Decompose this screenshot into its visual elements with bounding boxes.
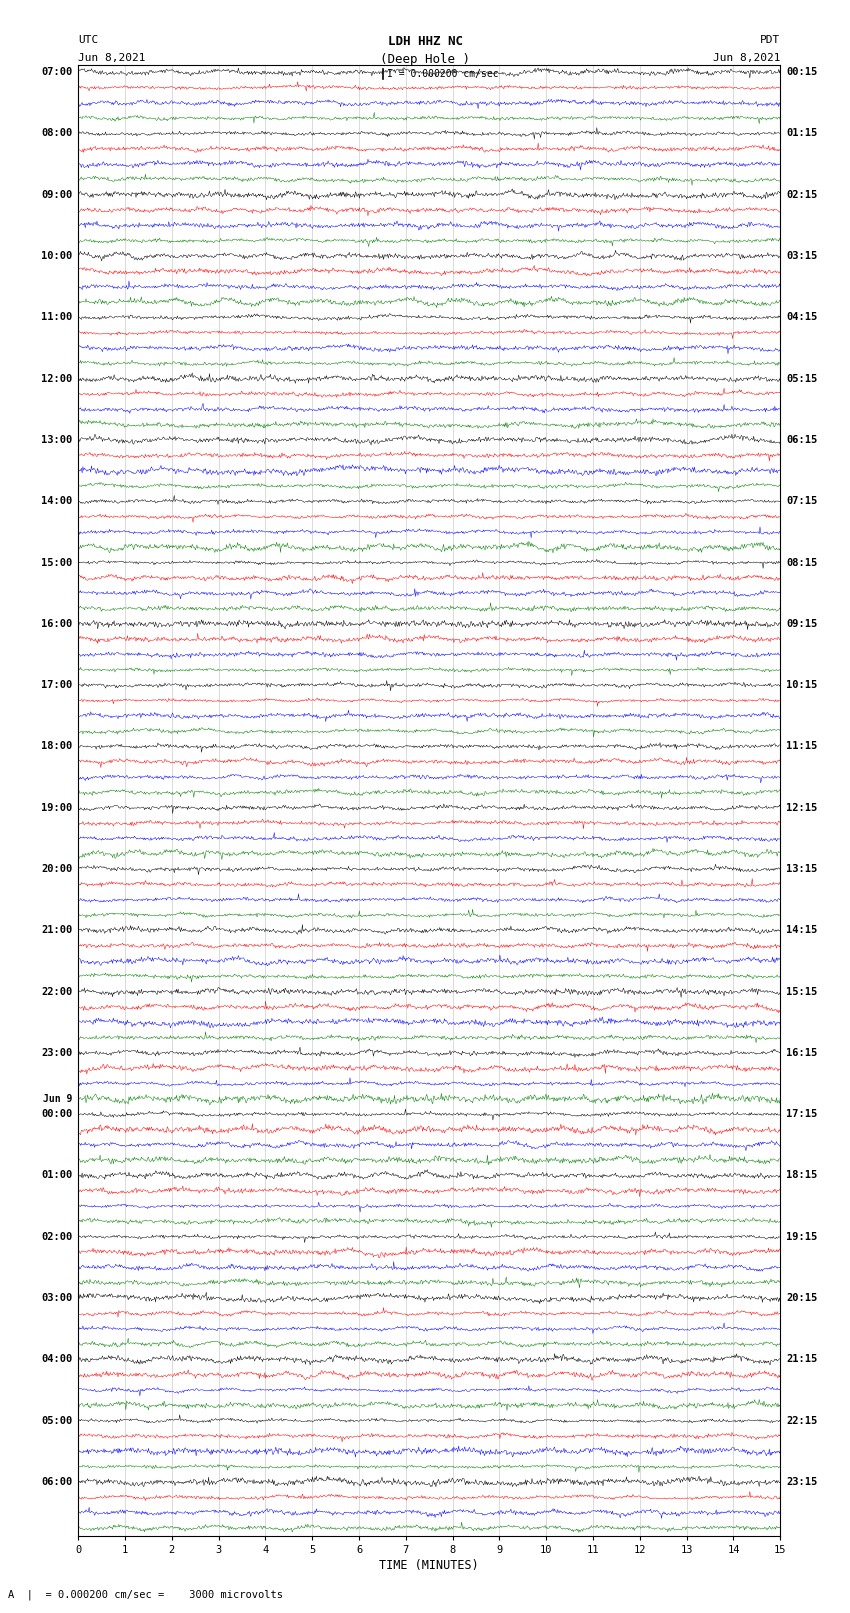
Text: 20:00: 20:00: [42, 865, 72, 874]
Text: 04:00: 04:00: [42, 1355, 72, 1365]
Text: 10:15: 10:15: [786, 681, 817, 690]
Text: 13:15: 13:15: [786, 865, 817, 874]
Text: 10:00: 10:00: [42, 252, 72, 261]
Text: 14:00: 14:00: [42, 497, 72, 506]
Text: 16:00: 16:00: [42, 619, 72, 629]
Text: 05:15: 05:15: [786, 374, 817, 384]
Text: 19:00: 19:00: [42, 803, 72, 813]
Text: 01:15: 01:15: [786, 129, 817, 139]
Text: 07:00: 07:00: [42, 68, 72, 77]
Text: 12:15: 12:15: [786, 803, 817, 813]
Text: 05:00: 05:00: [42, 1416, 72, 1426]
X-axis label: TIME (MINUTES): TIME (MINUTES): [379, 1558, 479, 1571]
Text: 22:15: 22:15: [786, 1416, 817, 1426]
Text: 03:00: 03:00: [42, 1294, 72, 1303]
Text: 06:00: 06:00: [42, 1478, 72, 1487]
Text: 03:15: 03:15: [786, 252, 817, 261]
Text: 18:00: 18:00: [42, 742, 72, 752]
Text: (Deep Hole ): (Deep Hole ): [380, 53, 470, 66]
Text: UTC: UTC: [78, 35, 99, 45]
Text: 17:15: 17:15: [786, 1110, 817, 1119]
Text: Jun 8,2021: Jun 8,2021: [713, 53, 780, 63]
Text: 07:15: 07:15: [786, 497, 817, 506]
Text: 09:15: 09:15: [786, 619, 817, 629]
Text: Jun 9: Jun 9: [43, 1094, 72, 1103]
Text: 20:15: 20:15: [786, 1294, 817, 1303]
Text: 09:00: 09:00: [42, 190, 72, 200]
Text: 04:15: 04:15: [786, 313, 817, 323]
Text: 15:00: 15:00: [42, 558, 72, 568]
Text: 12:00: 12:00: [42, 374, 72, 384]
Text: 21:00: 21:00: [42, 926, 72, 936]
Text: 02:15: 02:15: [786, 190, 817, 200]
Text: I = 0.000200 cm/sec: I = 0.000200 cm/sec: [387, 69, 498, 79]
Text: A  |  = 0.000200 cm/sec =    3000 microvolts: A | = 0.000200 cm/sec = 3000 microvolts: [8, 1589, 284, 1600]
Text: 02:00: 02:00: [42, 1232, 72, 1242]
Text: 13:00: 13:00: [42, 436, 72, 445]
Text: 06:15: 06:15: [786, 436, 817, 445]
Text: 15:15: 15:15: [786, 987, 817, 997]
Text: LDH HHZ NC: LDH HHZ NC: [388, 35, 462, 48]
Text: 08:15: 08:15: [786, 558, 817, 568]
Text: 21:15: 21:15: [786, 1355, 817, 1365]
Text: 23:00: 23:00: [42, 1048, 72, 1058]
Text: 00:00: 00:00: [42, 1110, 72, 1119]
Text: 14:15: 14:15: [786, 926, 817, 936]
Text: 18:15: 18:15: [786, 1171, 817, 1181]
Text: 22:00: 22:00: [42, 987, 72, 997]
Text: 11:15: 11:15: [786, 742, 817, 752]
Text: 19:15: 19:15: [786, 1232, 817, 1242]
Text: PDT: PDT: [760, 35, 780, 45]
Text: 08:00: 08:00: [42, 129, 72, 139]
Text: 01:00: 01:00: [42, 1171, 72, 1181]
Text: 00:15: 00:15: [786, 68, 817, 77]
Text: 16:15: 16:15: [786, 1048, 817, 1058]
Text: Jun 8,2021: Jun 8,2021: [78, 53, 145, 63]
Text: 17:00: 17:00: [42, 681, 72, 690]
Text: 23:15: 23:15: [786, 1478, 817, 1487]
Text: 11:00: 11:00: [42, 313, 72, 323]
